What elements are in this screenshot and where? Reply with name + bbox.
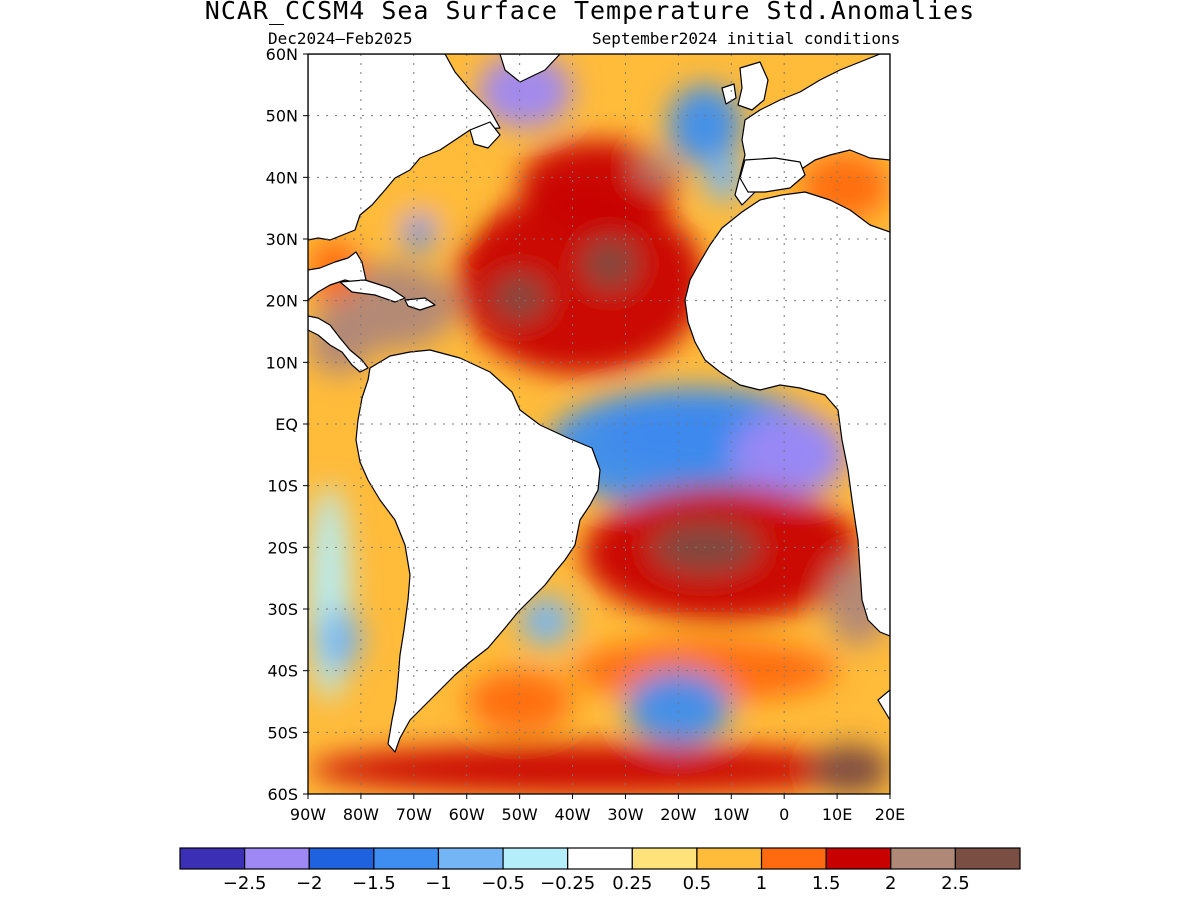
lon-tick-label: 10W [713, 805, 749, 824]
anomaly-region-brazil-current [519, 596, 573, 646]
anomaly-region-southern-ocean [308, 744, 890, 794]
colorbar-label: −1 [425, 873, 452, 894]
colorbar-swatch [696, 847, 763, 870]
north-america-land [308, 54, 501, 241]
anomaly-region-gulf-stream-cold-spot [403, 214, 435, 252]
colorbar-label: −0.5 [481, 873, 525, 894]
colorbar-swatch [631, 847, 698, 870]
madagascar-island [877, 689, 890, 721]
colorbar-swatch [567, 847, 633, 870]
anomaly-region-south-atlantic-cold [625, 670, 732, 745]
colorbar-swatch [308, 847, 375, 870]
lat-lon-gridlines [308, 54, 890, 794]
uk-island [737, 61, 769, 111]
lat-tick-label: 10S [267, 477, 298, 496]
colorbar-swatch [502, 847, 569, 870]
anomaly-region-subtropical-north-core-2 [583, 238, 637, 289]
lon-tick-label: 10E [822, 805, 852, 824]
map-plot-area [308, 54, 890, 794]
lon-tick-label: 80W [343, 805, 379, 824]
south-america-land [355, 349, 601, 753]
lon-tick-label: 30W [607, 805, 643, 824]
hispaniola-island [404, 297, 436, 311]
lon-tick-label: 20E [875, 805, 905, 824]
anomaly-region-east-pacific-cold [318, 609, 361, 671]
lat-tick-label: 10N [266, 353, 298, 372]
colorbar-swatch [890, 847, 956, 870]
anomaly-region-gulf-of-guinea [731, 411, 848, 499]
anomaly-region-argentine-shelf [466, 670, 573, 733]
africa-land [684, 54, 890, 637]
colorbar-label: 1 [756, 873, 767, 894]
colorbar-label: 0.25 [612, 873, 652, 894]
colorbar-label: −2 [296, 873, 323, 894]
anomaly-region-north-east-atlantic [667, 84, 742, 165]
colorbar-label: −2.5 [223, 873, 267, 894]
lat-tick-label: 30N [266, 230, 298, 249]
colorbar-swatch [760, 847, 827, 870]
lat-tick-label: 50S [267, 723, 298, 742]
lon-tick-label: 20W [660, 805, 696, 824]
colorbar-swatch [437, 847, 504, 870]
colorbar: −2.5 −2 −1.5 −1 −0.5 −0.25 0.25 0.5 1 1.5 2 2.5 [179, 847, 1021, 894]
colorbar-swatch [954, 847, 1021, 870]
colorbar-label: 1.5 [812, 873, 841, 894]
greenland-land [499, 54, 561, 83]
cuba-island [339, 279, 406, 303]
colorbar-label: 2 [885, 873, 896, 894]
lat-tick-label: 60S [267, 785, 298, 804]
anomaly-region-labrador-sea [477, 54, 573, 128]
lat-tick-label: EQ [275, 415, 298, 434]
land-masses [308, 54, 890, 753]
colorbar-swatch [373, 847, 440, 870]
axis-labels: 60N 50N 40N 30N 20N 10N EQ 10S 20S 30S 40S 50S 60S90… [266, 45, 906, 824]
lat-tick-label: 30S [267, 600, 298, 619]
colorbar-swatch [179, 847, 246, 870]
lat-tick-label: 40S [267, 662, 298, 681]
lat-tick-label: 20S [267, 538, 298, 557]
lon-tick-label: 90W [290, 805, 326, 824]
colorbar-swatch [825, 847, 892, 870]
anomaly-region-southern-ocean-core [810, 744, 890, 794]
lon-tick-label: 60W [449, 805, 485, 824]
colorbar-label: −0.25 [540, 873, 595, 894]
anomaly-region-north-atlantic-core [636, 152, 679, 184]
lon-tick-label: 50W [502, 805, 538, 824]
colorbar-label: 0.5 [683, 873, 712, 894]
lon-tick-label: 0 [779, 805, 789, 824]
lon-tick-label: 40W [554, 805, 590, 824]
newfoundland-island [469, 121, 501, 149]
lat-tick-label: 40N [266, 168, 298, 187]
initial-conditions: September2024 initial conditions [592, 29, 901, 48]
colorbar-label: 2.5 [941, 873, 970, 894]
chart-title: NCAR_CCSM4 Sea Surface Temperature Std.A… [204, 0, 976, 25]
colorbar-swatch [244, 847, 310, 870]
anomaly-region-tropical-north-atlantic [456, 189, 705, 375]
lat-tick-label: 60N [266, 45, 298, 64]
colorbar-label: −1.5 [352, 873, 396, 894]
iberia-land [739, 157, 806, 193]
forecast-period: Dec2024–Feb2025 [268, 29, 413, 48]
lon-tick-label: 70W [396, 805, 432, 824]
lat-tick-label: 50N [266, 107, 298, 126]
central-america-land [308, 315, 369, 373]
lat-tick-label: 20N [266, 292, 298, 311]
axis-ticks [303, 53, 891, 799]
ireland-island [721, 83, 737, 105]
